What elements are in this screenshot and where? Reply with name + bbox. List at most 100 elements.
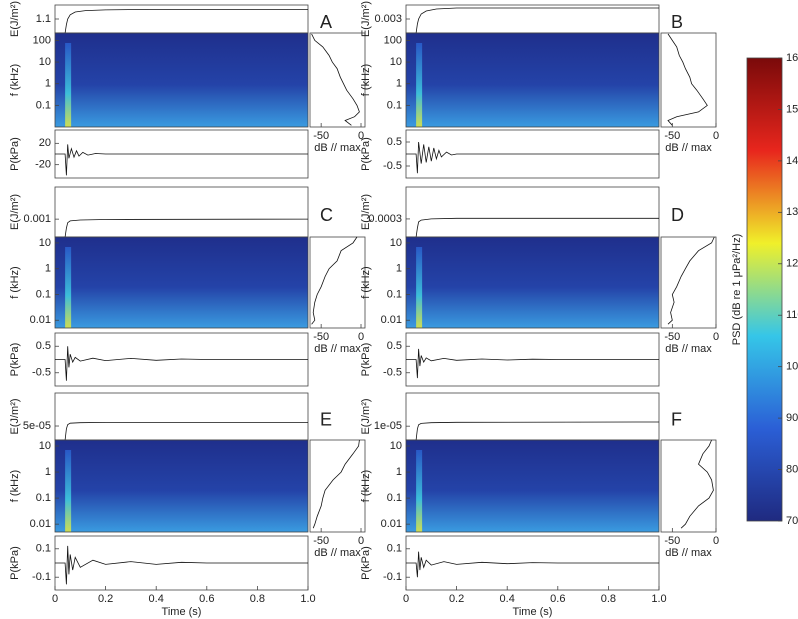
y-tick-label: -0.1 bbox=[383, 571, 402, 583]
y-tick-label: 0.1 bbox=[36, 99, 51, 111]
psd-frame bbox=[309, 32, 366, 128]
y-tick-label: 0.01 bbox=[381, 518, 402, 530]
colorbar-tick-label: 90 bbox=[786, 412, 798, 424]
psd-frame bbox=[660, 439, 717, 533]
spectrogram-streak bbox=[416, 247, 423, 328]
panel-label: C bbox=[320, 205, 333, 225]
y-tick-label: 5e-05 bbox=[23, 420, 51, 432]
psd-profile bbox=[667, 236, 715, 325]
y-axis-label: E(J/m²) bbox=[9, 1, 21, 37]
y-tick-label: 0.01 bbox=[30, 518, 51, 530]
y-tick-label: 0.1 bbox=[387, 288, 402, 300]
energy-curve bbox=[55, 218, 309, 238]
psd-profile bbox=[311, 236, 358, 325]
x-tick-label: 0.2 bbox=[449, 593, 464, 605]
spectrogram-streak bbox=[65, 43, 72, 127]
y-tick-label: 1 bbox=[396, 263, 402, 275]
y-tick-label: 0.1 bbox=[387, 543, 402, 555]
y-tick-label: 1 bbox=[396, 78, 402, 90]
x-tick-label: -50 bbox=[313, 535, 329, 547]
colorbar-tick-label: 150 bbox=[786, 103, 798, 115]
spectrogram-frame bbox=[405, 32, 660, 128]
spectrogram-frame bbox=[54, 236, 309, 329]
psd-frame bbox=[309, 439, 366, 533]
x-tick-label: -50 bbox=[664, 331, 680, 343]
spectrogram-image bbox=[406, 440, 659, 532]
y-tick-label: 1 bbox=[45, 78, 51, 90]
colorbar-label: PSD (dB re 1 μPa²/Hz) bbox=[731, 234, 743, 345]
colorbar-tick-label: 140 bbox=[786, 155, 798, 167]
colorbar-tick-label: 130 bbox=[786, 206, 798, 218]
y-tick-label: 0.01 bbox=[381, 314, 402, 326]
y-tick-label: 100 bbox=[33, 34, 51, 46]
y-axis-label: f (kHz) bbox=[360, 266, 372, 298]
x-tick-label: 0.8 bbox=[250, 593, 265, 605]
pressure-trace bbox=[406, 141, 659, 174]
y-axis-label: P(kPa) bbox=[360, 343, 372, 377]
x-axis-label: Time (s) bbox=[162, 606, 202, 618]
y-tick-label: 10 bbox=[390, 56, 402, 68]
spectrogram-image bbox=[406, 237, 659, 328]
y-tick-label: 10 bbox=[39, 440, 51, 452]
x-tick-label: 0 bbox=[713, 331, 719, 343]
panel-label: A bbox=[320, 12, 332, 32]
panel-label: F bbox=[671, 409, 682, 429]
energy-frame bbox=[405, 392, 660, 441]
psd-profile bbox=[680, 439, 714, 529]
y-tick-label: 0.01 bbox=[30, 314, 51, 326]
y-axis-label: P(kPa) bbox=[360, 137, 372, 171]
energy-frame bbox=[405, 4, 660, 34]
y-axis-label: E(J/m²) bbox=[360, 1, 372, 37]
x-axis-label: dB // max bbox=[314, 343, 361, 355]
x-tick-label: 0 bbox=[713, 535, 719, 547]
y-tick-label: 10 bbox=[39, 56, 51, 68]
spectrogram-image bbox=[406, 33, 659, 127]
x-tick-label: 1.0 bbox=[300, 593, 315, 605]
y-tick-label: -0.5 bbox=[383, 160, 402, 172]
energy-curve bbox=[55, 422, 308, 441]
panel-label: E bbox=[320, 409, 332, 429]
psd-profile bbox=[312, 439, 360, 529]
x-tick-label: 0 bbox=[52, 593, 58, 605]
y-tick-label: -0.1 bbox=[32, 571, 51, 583]
x-tick-label: 0 bbox=[403, 593, 409, 605]
y-tick-label: 0.0003 bbox=[368, 213, 402, 225]
x-tick-label: -50 bbox=[664, 535, 680, 547]
colorbar-tick-label: 120 bbox=[786, 258, 798, 270]
spectrogram-image bbox=[55, 237, 308, 328]
x-axis-label: dB // max bbox=[314, 142, 361, 154]
x-axis-label: dB // max bbox=[665, 343, 712, 355]
y-tick-label: 1 bbox=[396, 466, 402, 478]
y-tick-label: 0.003 bbox=[374, 13, 402, 25]
y-tick-label: 0.1 bbox=[36, 288, 51, 300]
psd-profile bbox=[311, 33, 360, 126]
panel-label: B bbox=[671, 12, 683, 32]
y-axis-label: P(kPa) bbox=[9, 137, 21, 171]
spectrogram-frame bbox=[405, 236, 660, 329]
y-tick-label: -0.5 bbox=[383, 367, 402, 379]
pressure-trace bbox=[55, 144, 308, 176]
x-tick-label: 0 bbox=[358, 331, 364, 343]
y-axis-label: f (kHz) bbox=[9, 470, 21, 502]
colorbar-tick-label: 110 bbox=[786, 309, 798, 321]
y-axis-label: P(kPa) bbox=[360, 546, 372, 580]
spectrogram-streak bbox=[416, 43, 423, 127]
y-axis-label: f (kHz) bbox=[9, 266, 21, 298]
x-tick-label: 0 bbox=[358, 535, 364, 547]
y-axis-label: f (kHz) bbox=[360, 470, 372, 502]
y-tick-label: 0.1 bbox=[36, 543, 51, 555]
energy-curve bbox=[55, 9, 309, 34]
panel-label: D bbox=[671, 205, 684, 225]
psd-profile bbox=[667, 33, 708, 126]
x-tick-label: 0 bbox=[358, 130, 364, 142]
y-axis-label: E(J/m²) bbox=[9, 398, 21, 434]
y-axis-label: E(J/m²) bbox=[360, 194, 372, 230]
psd-frame bbox=[309, 236, 366, 329]
x-tick-label: -50 bbox=[313, 130, 329, 142]
y-tick-label: 0.1 bbox=[387, 492, 402, 504]
x-tick-label: 0 bbox=[713, 130, 719, 142]
y-tick-label: 1 bbox=[45, 466, 51, 478]
y-axis-label: E(J/m²) bbox=[9, 194, 21, 230]
colorbar bbox=[746, 57, 783, 522]
